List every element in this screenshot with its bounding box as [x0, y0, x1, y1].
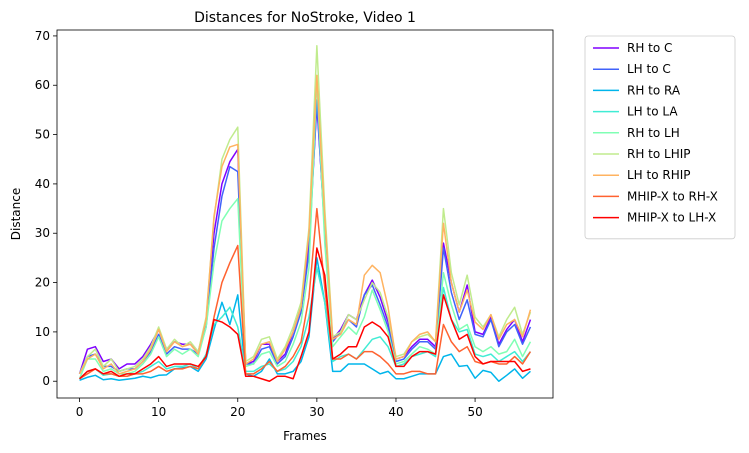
y-tick-label: 20 [35, 276, 50, 290]
series-layer [78, 45, 532, 382]
legend-label-rh-to-lh: RH to LH [627, 126, 680, 140]
legend: RH to C LH to C RH to RA LH to LA RH to LH RH… [584, 35, 736, 240]
y-tick-label: 70 [35, 29, 50, 43]
y-axis-label: Distance [9, 188, 23, 240]
legend-label-lh-to-rhip: LH to RHIP [627, 168, 691, 182]
series-line-mhip-x-to-lh-x [79, 247, 531, 382]
y-tick-label: 10 [35, 325, 50, 339]
legend-label-rh-to-c: RH to C [627, 41, 672, 55]
x-axis-label: Frames [283, 429, 327, 443]
y-axis: 0 10 20 30 40 50 60 70 [35, 29, 57, 388]
x-tick-label: 10 [151, 405, 166, 419]
legend-label-lh-to-c: LH to C [627, 62, 671, 76]
series-line-mhip-x-to-rh-x [79, 207, 532, 380]
plot-frame [56, 29, 554, 399]
series-line-lh-to-rhip [78, 74, 532, 375]
x-tick-label: 0 [76, 405, 84, 419]
x-axis: 0 10 20 30 40 50 [76, 398, 483, 419]
legend-frame [584, 35, 736, 240]
y-tick-label: 50 [35, 128, 50, 142]
y-tick-label: 40 [35, 177, 50, 191]
legend-label-lh-to-la: LH to LA [627, 105, 678, 119]
x-tick-label: 30 [309, 405, 324, 419]
y-tick-label: 60 [35, 78, 50, 92]
x-tick-label: 40 [388, 405, 403, 419]
series-line-rh-to-lh [78, 79, 532, 380]
plot-area [57, 30, 553, 398]
legend-label-rh-to-lhip: RH to LHIP [627, 147, 691, 161]
y-tick-label: 30 [35, 226, 50, 240]
series-line-lh-to-la [79, 267, 532, 380]
legend-label-mhip-x-to-lh-x: MHIP-X to LH-X [627, 211, 716, 225]
x-tick-label: 50 [467, 405, 482, 419]
y-tick-label: 0 [42, 374, 50, 388]
x-tick-label: 20 [230, 405, 245, 419]
chart-title: Distances for NoStroke, Video 1 [194, 10, 416, 26]
legend-label-mhip-x-to-rh-x: MHIP-X to RH-X [627, 189, 718, 203]
legend-label-rh-to-ra: RH to RA [627, 83, 681, 97]
series-line-rh-to-ra [79, 257, 531, 382]
series-line-lh-to-c [78, 99, 532, 375]
